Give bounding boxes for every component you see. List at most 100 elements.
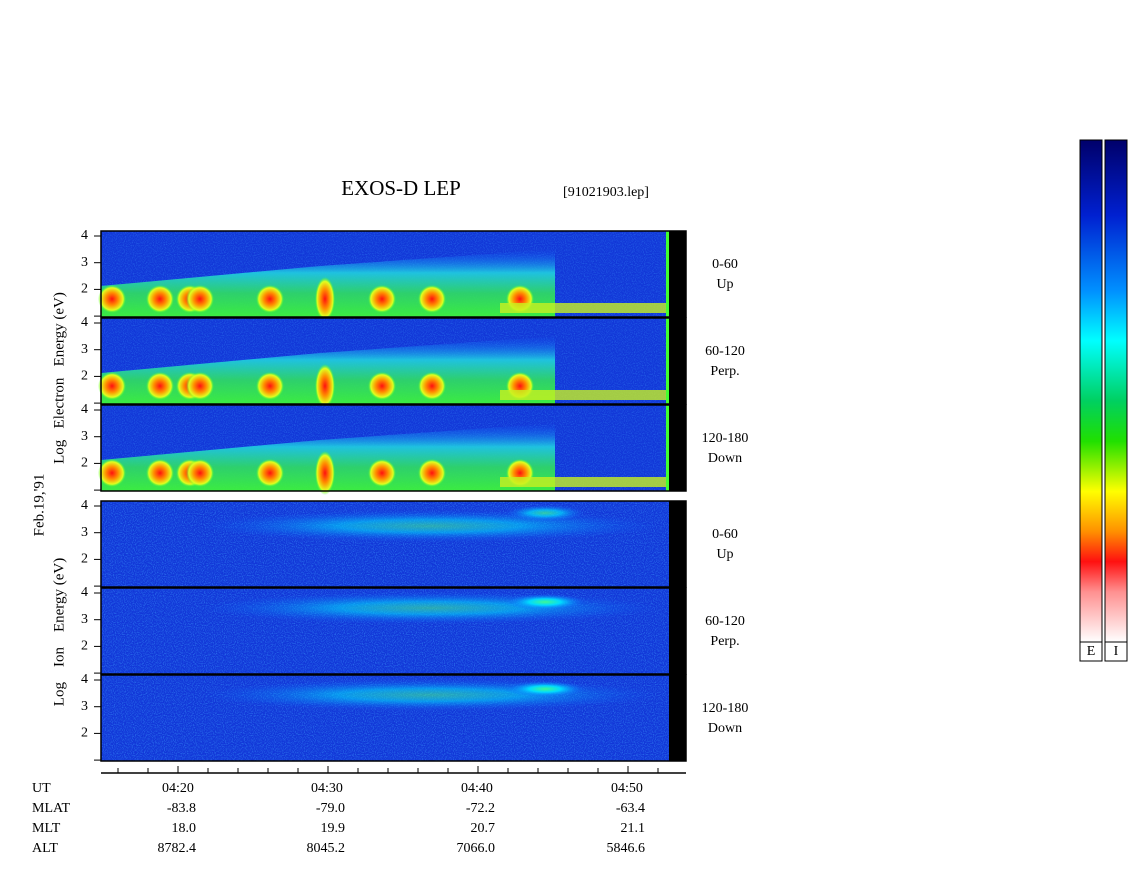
panels: 2 3 4 0-60 Up 2 3 4 60-120 Perp. 2 3 4 120-180 Down 2 3 4… xyxy=(81,228,749,762)
colorbar-label-box xyxy=(1104,641,1128,662)
energy-tick-label: 4 xyxy=(81,402,88,417)
electron-flux-patch xyxy=(256,459,284,487)
colorbar xyxy=(1079,139,1103,643)
panel-black-strip xyxy=(669,588,686,674)
panel-frame xyxy=(100,230,687,318)
colorbar-label: E xyxy=(1087,644,1096,659)
energy-tick-label: 3 xyxy=(81,342,88,357)
orbit-value: -72.2 xyxy=(466,801,495,816)
orbit-value: -79.0 xyxy=(316,801,345,816)
electron-flux-patch xyxy=(256,372,284,400)
electron-flux-patch xyxy=(418,285,446,313)
electron-flux-patch xyxy=(315,451,335,495)
electron-flux-patch xyxy=(186,372,214,400)
energy-tick-label: 4 xyxy=(81,228,88,243)
pitch-angle-range: 120-180 xyxy=(702,431,749,446)
panel-black-strip xyxy=(669,231,686,317)
edge-strip xyxy=(666,318,669,404)
pitch-angle-range: 120-180 xyxy=(702,701,749,716)
orbit-table: UT 04:20 04:30 04:40 04:50 MLAT -83.8 -79.0 -72.… xyxy=(32,781,645,856)
pitch-angle-range: 60-120 xyxy=(705,614,745,629)
energy-tick-label: 2 xyxy=(81,456,88,471)
energy-tick-label: 3 xyxy=(81,429,88,444)
orbit-value: 8782.4 xyxy=(158,841,197,856)
spectrogram-panel: 2 3 4 60-120 Perp. xyxy=(81,585,745,675)
time-label: 04:50 xyxy=(611,781,643,796)
ion-core xyxy=(505,594,585,610)
energy-tick-label: 4 xyxy=(81,585,88,600)
spectrogram-panel: 2 3 4 0-60 Up xyxy=(81,228,738,321)
orbit-value: 5846.6 xyxy=(607,841,646,856)
energy-tick-label: 2 xyxy=(81,369,88,384)
energy-tick-label: 2 xyxy=(81,282,88,297)
energy-tick-label: 3 xyxy=(81,699,88,714)
panel-black-strip xyxy=(669,675,686,761)
orbit-value: 19.9 xyxy=(321,821,346,836)
orbit-value: 8045.2 xyxy=(307,841,346,856)
panel-black-strip xyxy=(669,318,686,404)
colorbar xyxy=(1104,139,1128,643)
orbit-value: 20.7 xyxy=(471,821,496,836)
orbit-row-label: MLAT xyxy=(32,801,71,816)
colorbar-label-box xyxy=(1079,641,1103,662)
time-label: 04:30 xyxy=(311,781,343,796)
pitch-angle-range: 60-120 xyxy=(705,344,745,359)
orbit-row-label: ALT xyxy=(32,841,58,856)
electron-flux-patch xyxy=(98,459,126,487)
electron-flux-patch xyxy=(186,459,214,487)
electron-axis-label: Log Electron Energy (eV) xyxy=(51,292,67,464)
electron-flux-patch xyxy=(256,285,284,313)
pitch-angle-direction: Down xyxy=(708,721,742,736)
file-name: [91021903.lep] xyxy=(563,185,649,200)
orbit-value: 18.0 xyxy=(172,821,197,836)
energy-tick-label: 2 xyxy=(81,552,88,567)
electron-flux-patch xyxy=(146,285,174,313)
electron-low-band xyxy=(500,477,669,487)
energy-tick-label: 3 xyxy=(81,612,88,627)
panel-frame xyxy=(100,587,687,675)
pitch-angle-direction: Perp. xyxy=(710,364,739,379)
electron-flux-patch xyxy=(368,372,396,400)
electron-flux-patch xyxy=(368,459,396,487)
pitch-angle-range: 0-60 xyxy=(712,527,738,542)
edge-strip xyxy=(666,405,669,491)
energy-tick-label: 4 xyxy=(81,315,88,330)
electron-low-band xyxy=(500,303,669,313)
orbit-row-label: MLT xyxy=(32,821,61,836)
orbit-value: -63.4 xyxy=(616,801,645,816)
ion-axis-label: Log Ion Energy (eV) xyxy=(51,558,67,706)
panel-black-strip xyxy=(669,501,686,587)
electron-low-band xyxy=(500,390,669,400)
pitch-angle-range: 0-60 xyxy=(712,257,738,272)
energy-tick-label: 3 xyxy=(81,255,88,270)
panel-frame xyxy=(100,500,687,588)
panel-frame xyxy=(100,317,687,405)
spectrogram-panel: 2 3 4 120-180 Down xyxy=(81,402,748,495)
orbit-row-label: UT xyxy=(32,781,51,796)
electron-flux-patch xyxy=(98,372,126,400)
electron-flux-patch xyxy=(418,459,446,487)
pitch-angle-direction: Up xyxy=(716,547,733,562)
pitch-angle-direction: Up xyxy=(716,277,733,292)
panel-frame xyxy=(100,404,687,492)
panel-black-strip xyxy=(669,405,686,491)
electron-flux-patch xyxy=(315,364,335,408)
energy-tick-label: 4 xyxy=(81,672,88,687)
ion-glow xyxy=(200,510,660,542)
colorbar-label: I xyxy=(1114,644,1119,659)
electron-flux-patch xyxy=(186,285,214,313)
pitch-angle-direction: Perp. xyxy=(710,634,739,649)
orbit-value: 7066.0 xyxy=(457,841,496,856)
ion-core xyxy=(505,505,585,521)
energy-tick-label: 3 xyxy=(81,525,88,540)
spectrogram-panel: 2 3 4 60-120 Perp. xyxy=(81,315,745,408)
electron-flux-patch xyxy=(418,372,446,400)
electron-flux-patch xyxy=(368,285,396,313)
electron-flux-patch xyxy=(146,459,174,487)
panel-frame xyxy=(100,674,687,762)
spectrogram-panel: 2 3 4 120-180 Down xyxy=(81,672,749,762)
title: EXOS-D LEP xyxy=(341,176,461,200)
electron-flux-patch xyxy=(146,372,174,400)
